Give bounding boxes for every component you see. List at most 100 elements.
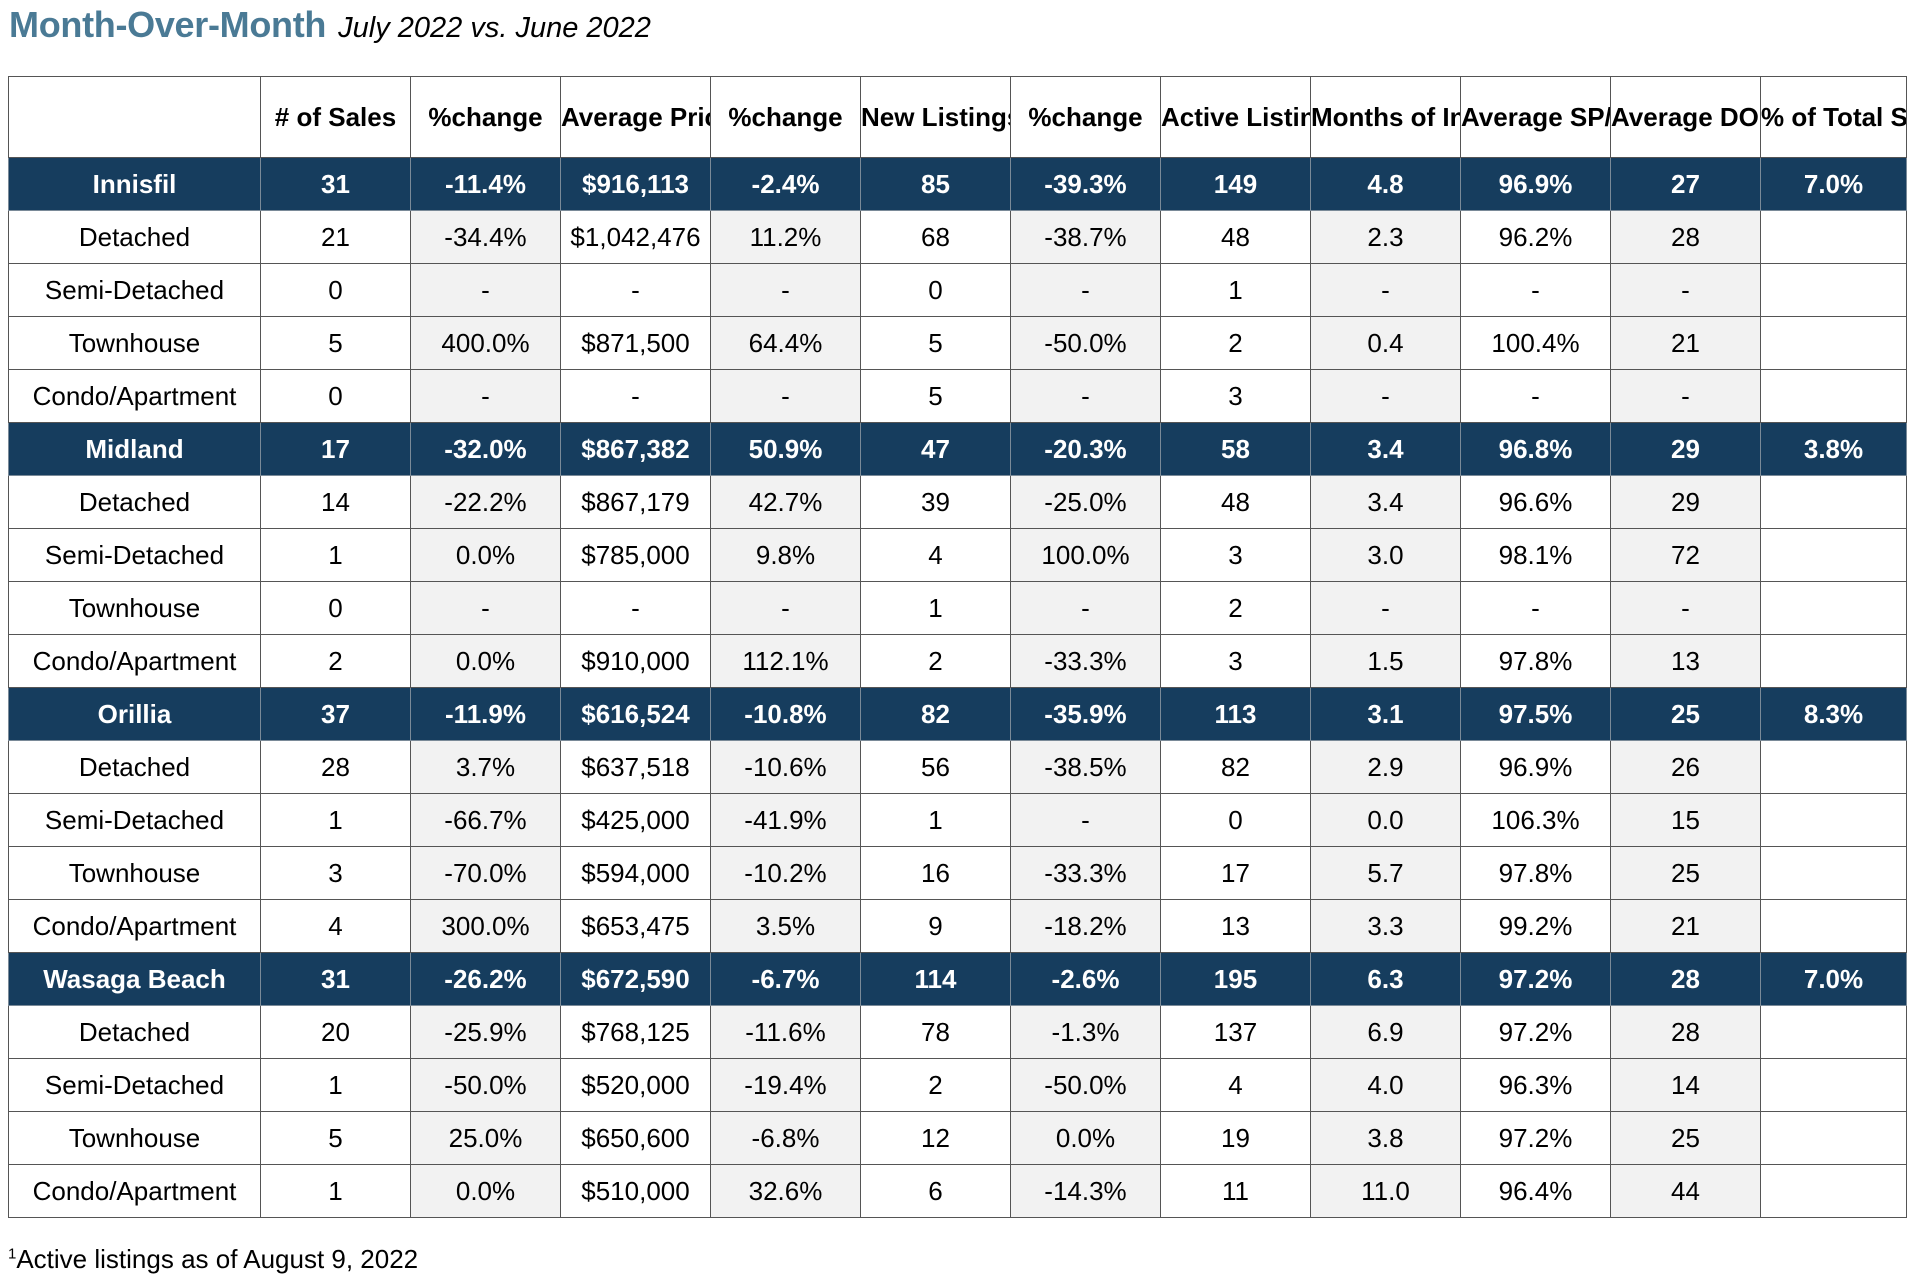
cell-active-listings: 149 — [1160, 157, 1311, 211]
table-row: Townhouse 0- - -1-2- - - — [8, 581, 1907, 635]
cell-listings-change: -33.3% — [1010, 846, 1161, 900]
cell-label: Townhouse — [8, 316, 261, 370]
cell-average-price: $867,382 — [560, 422, 711, 476]
cell-average-splp: 99.2% — [1460, 899, 1611, 953]
cell-label: Semi-Detached — [8, 528, 261, 582]
cell-pct-total-sales — [1760, 581, 1907, 635]
cell-pct-total-sales — [1760, 369, 1907, 423]
cell-listings-change: -39.3% — [1010, 157, 1161, 211]
cell-sales-change: - — [410, 369, 561, 423]
region-summary-row: Orillia 37 -11.9% $616,524 -10.8% 82 -35.9% 113… — [8, 687, 1907, 741]
cell-sales-change: -50.0% — [410, 1058, 561, 1112]
cell-num-sales: 5 — [260, 1111, 411, 1165]
cell-pct-total-sales: 3.8% — [1760, 422, 1907, 476]
header-average-splp: Average SP/LP — [1460, 76, 1611, 158]
cell-sales-change: -11.4% — [410, 157, 561, 211]
table-row: Semi-Detached 0- - -0-1- - - — [8, 263, 1907, 317]
cell-sales-change: -25.9% — [410, 1005, 561, 1059]
cell-label: Condo/Apartment — [8, 369, 261, 423]
cell-average-price: $785,000 — [560, 528, 711, 582]
cell-average-price: $672,590 — [560, 952, 711, 1006]
cell-average-dom: 21 — [1610, 899, 1761, 953]
cell-average-splp: 96.9% — [1460, 740, 1611, 794]
cell-label: Townhouse — [8, 1111, 261, 1165]
cell-active-listings: 82 — [1160, 740, 1311, 794]
cell-average-price: $867,179 — [560, 475, 711, 529]
cell-price-change: -6.7% — [710, 952, 861, 1006]
cell-average-splp: 97.8% — [1460, 846, 1611, 900]
cell-sales-change: 0.0% — [410, 634, 561, 688]
cell-average-dom: 29 — [1610, 475, 1761, 529]
cell-new-listings: 5 — [860, 316, 1011, 370]
cell-months-inventory: 3.8 — [1310, 1111, 1461, 1165]
header-average-dom: Average DOM — [1610, 76, 1761, 158]
cell-months-inventory: 3.1 — [1310, 687, 1461, 741]
cell-average-price: $653,475 — [560, 899, 711, 953]
cell-pct-total-sales — [1760, 528, 1907, 582]
cell-pct-total-sales: 8.3% — [1760, 687, 1907, 741]
cell-price-change: 112.1% — [710, 634, 861, 688]
table-row: Semi-Detached 1 0.0% $785,000 9.8% 4 100.0% 3 3.… — [8, 528, 1907, 582]
cell-label: Orillia — [8, 687, 261, 741]
cell-price-change: -10.6% — [710, 740, 861, 794]
table-row: Detached 28 3.7% $637,518 -10.6% 56 -38.5% 82 2.… — [8, 740, 1907, 794]
cell-pct-total-sales — [1760, 634, 1907, 688]
table-body: Innisfil 31 -11.4% $916,113 -2.4% 85 -39.3% 149… — [8, 157, 1907, 1218]
cell-new-listings: 82 — [860, 687, 1011, 741]
cell-label: Condo/Apartment — [8, 634, 261, 688]
cell-sales-change: -32.0% — [410, 422, 561, 476]
header-region — [8, 76, 261, 158]
cell-price-change: 9.8% — [710, 528, 861, 582]
table-row: Townhouse 3 -70.0% $594,000 -10.2% 16 -33.3% 17… — [8, 846, 1907, 900]
cell-months-inventory: 0.0 — [1310, 793, 1461, 847]
cell-num-sales: 1 — [260, 1058, 411, 1112]
cell-average-splp: 96.4% — [1460, 1164, 1611, 1218]
cell-listings-change: 100.0% — [1010, 528, 1161, 582]
cell-active-listings: 113 — [1160, 687, 1311, 741]
cell-months-inventory: - — [1310, 263, 1461, 317]
page-heading: Month-Over-Month July 2022 vs. June 2022 — [9, 4, 651, 56]
cell-price-change: - — [710, 581, 861, 635]
cell-average-dom: 28 — [1610, 1005, 1761, 1059]
cell-num-sales: 3 — [260, 846, 411, 900]
cell-new-listings: 78 — [860, 1005, 1011, 1059]
cell-price-change: -11.6% — [710, 1005, 861, 1059]
cell-average-price: $616,524 — [560, 687, 711, 741]
cell-active-listings: 17 — [1160, 846, 1311, 900]
table-row: Detached 21 -34.4% $1,042,476 11.2% 68 -38.7% 4… — [8, 210, 1907, 264]
cell-listings-change: -1.3% — [1010, 1005, 1161, 1059]
cell-average-price: $650,600 — [560, 1111, 711, 1165]
cell-listings-change: - — [1010, 369, 1161, 423]
page-title: Month-Over-Month — [9, 4, 327, 45]
cell-num-sales: 31 — [260, 157, 411, 211]
header-average-price: Average Price — [560, 76, 711, 158]
cell-pct-total-sales — [1760, 1111, 1907, 1165]
cell-average-splp: - — [1460, 581, 1611, 635]
cell-months-inventory: 3.4 — [1310, 475, 1461, 529]
cell-num-sales: 20 — [260, 1005, 411, 1059]
cell-months-inventory: 5.7 — [1310, 846, 1461, 900]
cell-active-listings: 2 — [1160, 316, 1311, 370]
cell-sales-change: - — [410, 263, 561, 317]
cell-average-dom: 27 — [1610, 157, 1761, 211]
cell-listings-change: -38.5% — [1010, 740, 1161, 794]
cell-average-splp: 98.1% — [1460, 528, 1611, 582]
cell-pct-total-sales: 7.0% — [1760, 952, 1907, 1006]
cell-num-sales: 1 — [260, 793, 411, 847]
cell-new-listings: 12 — [860, 1111, 1011, 1165]
cell-num-sales: 28 — [260, 740, 411, 794]
cell-new-listings: 9 — [860, 899, 1011, 953]
cell-average-price: - — [560, 263, 711, 317]
cell-pct-total-sales — [1760, 1058, 1907, 1112]
market-stats-table: # of Sales %change Average Price %change… — [8, 76, 1907, 1218]
cell-average-dom: 44 — [1610, 1164, 1761, 1218]
region-summary-row: Midland 17 -32.0% $867,382 50.9% 47 -20.3% 58 3.… — [8, 422, 1907, 476]
cell-new-listings: 6 — [860, 1164, 1011, 1218]
cell-listings-change: - — [1010, 793, 1161, 847]
cell-num-sales: 0 — [260, 369, 411, 423]
cell-active-listings: 3 — [1160, 369, 1311, 423]
header-active-listings: Active Listings1 — [1160, 76, 1311, 158]
cell-average-splp: 106.3% — [1460, 793, 1611, 847]
cell-num-sales: 1 — [260, 1164, 411, 1218]
cell-new-listings: 56 — [860, 740, 1011, 794]
